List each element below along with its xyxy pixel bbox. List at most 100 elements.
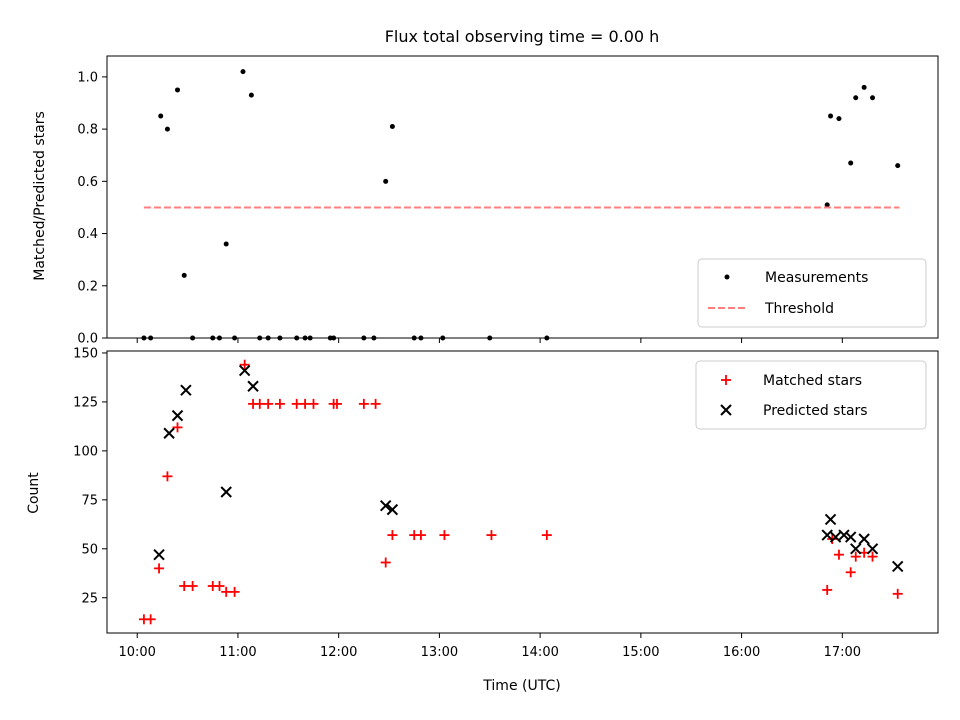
legend-marker-matched [721,375,731,385]
measurements-point [836,116,842,122]
measurements-point [190,335,196,341]
measurements-point [853,95,859,101]
legend-marker-predicted [720,404,732,416]
measurements-point [544,335,550,341]
legend-label-predicted: Predicted stars [763,403,868,419]
x-tick-label: 14:00 [521,645,558,660]
matched-stars-point [274,398,285,409]
measurements-point [870,95,876,101]
measurements-point [307,335,313,341]
top-legend-frame [697,258,927,328]
top-legend: Measurements Threshold [697,258,927,328]
matched-stars-point [486,530,497,541]
top-panel: 0.0 0.2 0.4 0.6 0.8 1.0 [77,55,939,347]
measurements-point [158,113,164,119]
predicted-stars-point [180,384,192,396]
predicted-stars-point [153,548,165,561]
matched-stars-point [845,567,856,578]
measurements-point [232,335,238,341]
top-axes-frame [106,55,939,339]
predicted-stars-point [892,560,904,573]
matched-stars-point [867,551,878,562]
matched-stars-point [833,549,844,560]
measurements-point [148,335,154,341]
matched-stars-point [263,398,274,409]
bottom-y-tick-label: 125 [73,395,98,410]
matched-stars-point [145,614,156,625]
measurements-point [389,124,395,129]
bottom-y-tick-label: 25 [81,591,98,606]
measurements-point [331,335,337,341]
top-y-tick-label: 1.0 [77,70,98,85]
x-axis-label: Time (UTC) [482,678,560,694]
matched-stars-point [358,398,369,409]
predicted-stars-point [824,513,837,526]
x-tick-label: 15:00 [622,645,659,660]
measurements-point [411,335,417,341]
predicted-stars-point [379,500,392,512]
measurements-point [265,335,271,341]
predicted-stars-point [866,543,879,555]
matched-stars-point [239,359,250,370]
measurements-point [277,335,283,341]
measurements-point [223,241,229,247]
legend-label-threshold: Threshold [764,301,834,317]
legend-label-measurements: Measurements [765,270,868,286]
measurements-point [440,335,446,341]
top-y-tick-label: 0.8 [77,123,98,138]
matched-stars-point [221,586,232,597]
bottom-legend-frame [695,360,927,430]
predicted-stars-point [238,364,251,377]
bottom-legend: Matched stars Predicted stars [695,360,927,430]
matched-stars-point [380,557,391,568]
matched-stars-point [214,581,225,591]
measurements-point [861,84,867,90]
predicted-stars-point [844,531,857,543]
measurements-point [371,335,377,341]
matched-stars-point [300,398,311,409]
measurements-point [210,335,216,341]
measurements-point [248,92,254,98]
x-tick-label: 17:00 [824,645,861,660]
measurements-point [257,335,263,341]
top-y-tick-label: 0.4 [77,227,98,242]
matched-stars-point [439,530,450,541]
measurements-point [294,335,300,341]
x-tick-label: 13:00 [421,645,458,660]
matched-stars-point [822,584,833,595]
matched-stars-point [370,398,381,409]
measurements-point [175,87,181,93]
measurements-point [487,335,493,341]
x-tick-label: 12:00 [320,645,357,660]
legend-label-matched: Matched stars [763,373,862,389]
measurements-point [848,160,854,166]
measurements-point [824,202,830,208]
x-tick-label: 11:00 [219,645,256,660]
matched-stars-point [541,530,552,541]
matched-stars-point [187,581,198,591]
legend-marker-measurements [724,274,730,280]
predicted-stars-point [386,503,399,516]
predicted-stars-point [829,531,842,543]
matched-stars-point [179,581,190,591]
chart-title: Flux total observing time = 0.00 h [385,27,660,46]
predicted-stars-point [838,529,850,541]
bottom-axes-frame [106,350,939,634]
bottom-y-tick-label: 75 [81,493,98,508]
matched-stars-point [387,530,398,541]
matched-stars-point [291,398,302,409]
measurements-point [361,335,367,341]
predicted-stars-point [171,409,184,422]
measurements-point [383,178,389,184]
measurements-point [164,126,170,132]
top-y-tick-label: 0.0 [77,332,98,347]
top-y-tick-label: 0.2 [77,279,98,294]
bottom-y-tick-label: 100 [73,444,98,459]
matched-stars-point [162,471,173,482]
predicted-stars-point [163,427,175,439]
matched-stars-point [229,586,240,597]
matched-stars-point [892,588,903,599]
predicted-stars-point [850,543,862,555]
matched-stars-point [850,551,861,562]
